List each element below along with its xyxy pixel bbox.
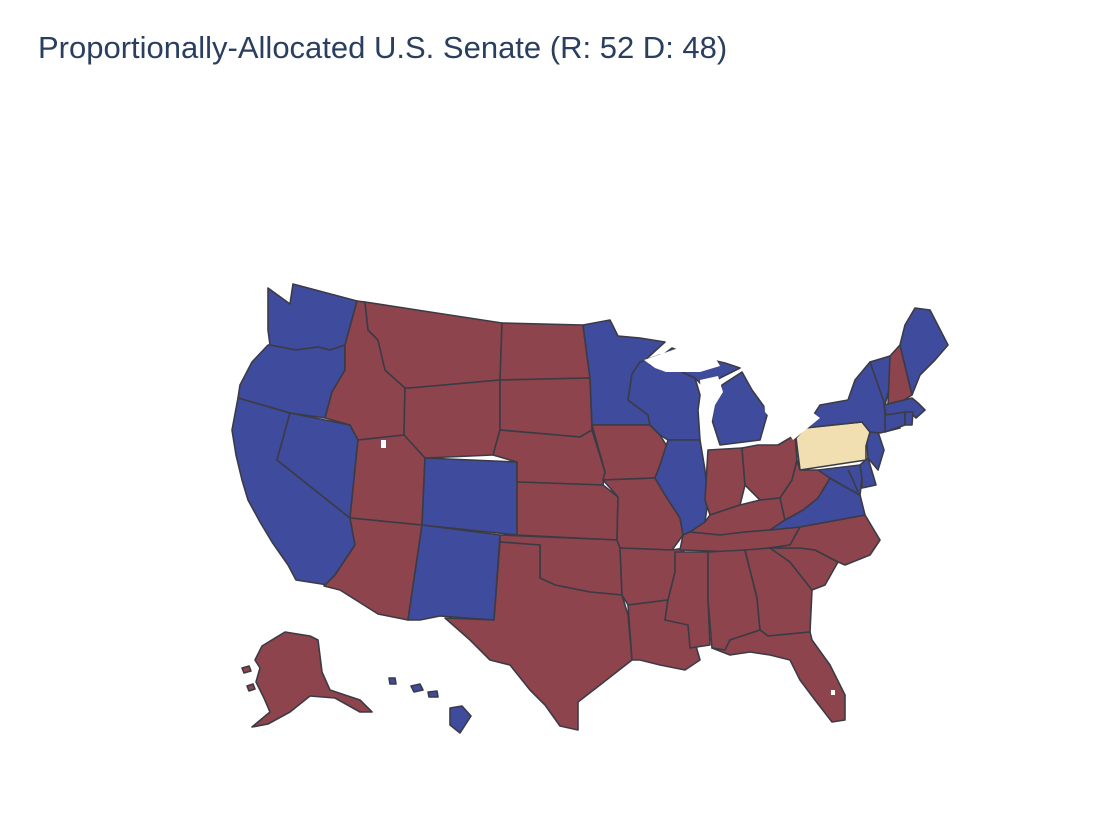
great-lakes — [644, 344, 820, 440]
lake-okeechobee — [831, 690, 835, 695]
state-SD[interactable] — [499, 377, 593, 438]
state-HI-4[interactable] — [449, 705, 472, 734]
state-WY[interactable] — [403, 379, 501, 459]
state-FL[interactable] — [711, 629, 846, 723]
state-UT[interactable] — [349, 434, 426, 526]
state-HI-1[interactable] — [388, 677, 397, 685]
state-TX[interactable] — [444, 541, 633, 731]
state-NM[interactable] — [407, 524, 501, 621]
chesapeake-bay — [847, 469, 859, 493]
state-PA[interactable] — [795, 421, 871, 471]
state-HI-3[interactable] — [427, 690, 439, 698]
great-salt-lake — [381, 440, 386, 448]
state-HI-2[interactable] — [410, 683, 424, 693]
state-AK-island-1[interactable] — [241, 665, 252, 674]
state-KS[interactable] — [516, 481, 619, 541]
state-AK[interactable] — [251, 631, 373, 728]
chart-title: Proportionally-Allocated U.S. Senate (R:… — [38, 30, 728, 65]
state-CT[interactable] — [884, 411, 906, 433]
state-AK-island-2[interactable] — [246, 683, 256, 692]
state-WA[interactable] — [267, 283, 358, 351]
state-MI-lower[interactable] — [711, 371, 769, 446]
state-NH[interactable] — [887, 344, 913, 406]
state-ND[interactable] — [499, 322, 591, 381]
state-CO[interactable] — [421, 457, 518, 536]
state-ME[interactable] — [899, 307, 949, 396]
state-RI[interactable] — [904, 411, 914, 426]
